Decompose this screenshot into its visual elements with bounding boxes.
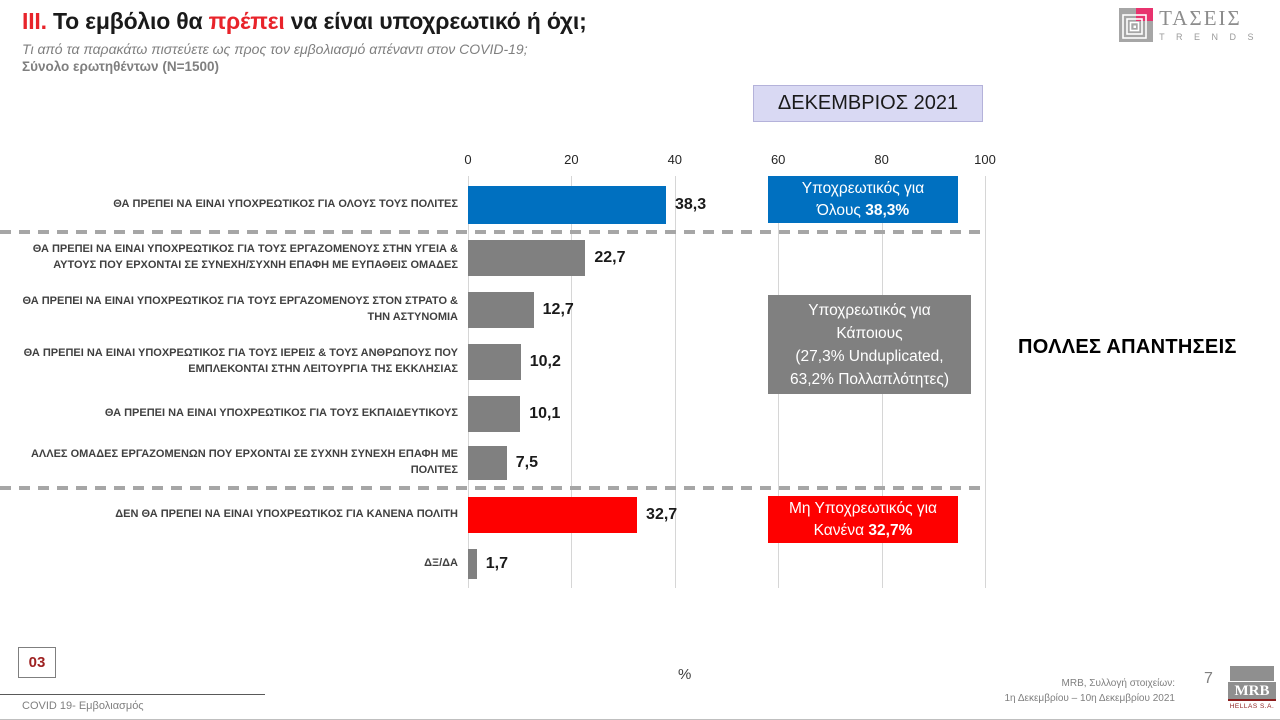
x-axis-tick: 60 <box>770 152 786 167</box>
callout-mandatory-for-some: Υποχρεωτικός για Κάποιους (27,3% Undupli… <box>768 295 971 394</box>
value-label: 38,3 <box>675 196 707 213</box>
value-label: 7,5 <box>515 454 539 471</box>
mrb-logo-text: MRB <box>1228 682 1276 701</box>
category-label: ΔΞ/ΔΑ <box>424 557 458 570</box>
section-number-badge: 03 <box>18 647 56 678</box>
value-label: 22,7 <box>594 249 626 266</box>
x-axis-tick: 100 <box>974 152 996 167</box>
page-title: III. Το εμβόλιο θα πρέπει να είναι υποχρ… <box>22 8 587 34</box>
mrb-logo-subtext: HELLAS S.A. <box>1229 703 1275 710</box>
bar <box>468 549 477 579</box>
bar <box>468 186 666 224</box>
category-label: ΘΑ ΠΡΕΠΕΙ ΝΑ ΕΙΝΑΙ ΥΠΟΧΡΕΩΤΙΚΟΣ ΓΙΑ ΤΟΥΣ… <box>32 243 458 271</box>
gridline <box>674 176 676 588</box>
axis-unit-label: % <box>678 666 692 683</box>
category-label: ΔΕΝ ΘΑ ΠΡΕΠΕΙ ΝΑ ΕΙΝΑΙ ΥΠΟΧΡΕΩΤΙΚΟΣ ΓΙΑ … <box>115 508 458 521</box>
bar <box>468 292 534 328</box>
bar <box>468 240 586 276</box>
value-label: 12,7 <box>542 301 574 318</box>
subtitle: Τι από τα παρακάτω πιστεύετε ως προς τον… <box>22 41 528 57</box>
category-label: ΘΑ ΠΡΕΠΕΙ ΝΑ ΕΙΝΑΙ ΥΠΟΧΡΕΩΤΙΚΟΣ ΓΙΑ ΤΟΥΣ… <box>104 407 458 420</box>
category-label: ΘΑ ΠΡΕΠΕΙ ΝΑ ΕΙΝΑΙ ΥΠΟΧΡΕΩΤΙΚΟΣ ΓΙΑ ΟΛΟΥ… <box>113 198 458 211</box>
taseis-trends-logo: ΤΑΣΕΙΣ T R E N D S <box>1119 8 1258 42</box>
value-label: 10,2 <box>529 353 561 370</box>
bar-chart: 0 20 40 60 80 100 ΘΑ ΠΡΕΠΕΙ ΝΑ ΕΙΝΑΙ ΥΠΟΧΡΕΩΤΙ… <box>0 150 1000 598</box>
group-separator <box>0 230 985 234</box>
footer-topic: COVID 19- Εμβολιασμός <box>22 700 144 712</box>
period-box: ΔΕΚΕΜΒΡΙΟΣ 2021 <box>753 85 983 122</box>
bar <box>468 396 521 432</box>
x-axis-tick: 20 <box>564 152 579 167</box>
trends-logo-text: T R E N D S <box>1159 32 1258 42</box>
gridline <box>571 176 573 588</box>
gridline <box>468 176 469 588</box>
value-label: 10,1 <box>529 405 561 422</box>
bar <box>468 497 638 533</box>
callout-not-mandatory: Μη Υποχρεωτικός για Κανένα 32,7% <box>768 496 958 543</box>
mrb-hellas-logo: MRB HELLAS S.A. <box>1228 666 1276 710</box>
x-axis-tick: 0 <box>464 152 472 167</box>
mrb-logo-block <box>1230 666 1274 681</box>
taseis-logo-text: ΤΑΣΕΙΣ <box>1159 6 1242 30</box>
category-label: ΑΛΛΕΣ ΟΜΑΔΕΣ ΕΡΓΑΖΟΜΕΝΩΝ ΠΟΥ ΕΡΧΟΝΤΑΙ ΣΕ… <box>30 448 458 476</box>
page-number: 7 <box>1204 670 1213 687</box>
bar <box>468 446 507 480</box>
multiple-answers-note: ΠΟΛΛΕΣ ΑΠΑΝΤΗΣΕΙΣ <box>1018 336 1237 358</box>
category-label: ΘΑ ΠΡΕΠΕΙ ΝΑ ΕΙΝΑΙ ΥΠΟΧΡΕΩΤΙΚΟΣ ΓΙΑ ΤΟΥΣ… <box>23 347 458 375</box>
taseis-logo-icon <box>1119 8 1154 42</box>
title-highlight: πρέπει <box>208 8 285 34</box>
group-separator <box>0 486 985 490</box>
x-axis-tick: 80 <box>874 152 889 167</box>
category-label: ΘΑ ΠΡΕΠΕΙ ΝΑ ΕΙΝΑΙ ΥΠΟΧΡΕΩΤΙΚΟΣ ΓΙΑ ΤΟΥΣ… <box>22 295 458 323</box>
sample-size: Σύνολο ερωτηθέντων (N=1500) <box>22 59 219 74</box>
title-number: III. <box>22 8 47 34</box>
value-label: 1,7 <box>485 555 509 572</box>
data-source-note: MRB, Συλλογή στοιχείων: 1η Δεκεμβρίου – … <box>1004 678 1175 704</box>
x-axis-tick: 40 <box>667 152 683 167</box>
footer-divider <box>0 694 265 695</box>
gridline <box>985 176 986 588</box>
callout-mandatory-for-all: Υποχρεωτικός για Όλους 38,3% <box>768 176 958 223</box>
bar <box>468 344 521 380</box>
value-label: 32,7 <box>646 506 678 523</box>
header: III. Το εμβόλιο θα πρέπει να είναι υποχρ… <box>22 8 782 74</box>
